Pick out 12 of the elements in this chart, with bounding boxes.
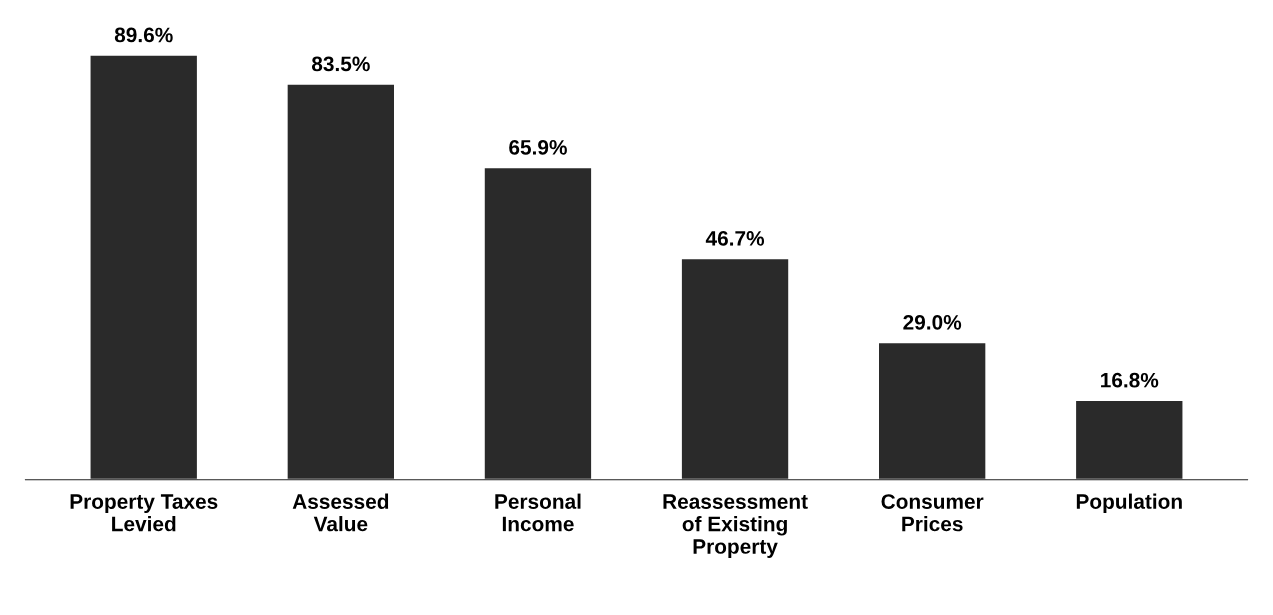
data-label: 83.5%	[311, 56, 370, 72]
data-label: 46.7%	[705, 231, 765, 246]
x-tick-label: Personal Income	[495, 493, 581, 532]
data-label: 16.8%	[1101, 372, 1159, 388]
x-tick-label: Consumer Prices	[881, 494, 984, 532]
data-label: 89.6%	[114, 27, 173, 43]
x-tick-label: Population	[1076, 493, 1182, 514]
x-tick-label: Reassessment of Existing Property	[663, 494, 808, 558]
x-tick-label: Assessed Value	[292, 493, 389, 532]
data-label: 29.0%	[903, 314, 962, 330]
data-label: 65.9%	[509, 139, 567, 155]
x-tick-label: Property Taxes Levied	[70, 494, 218, 532]
